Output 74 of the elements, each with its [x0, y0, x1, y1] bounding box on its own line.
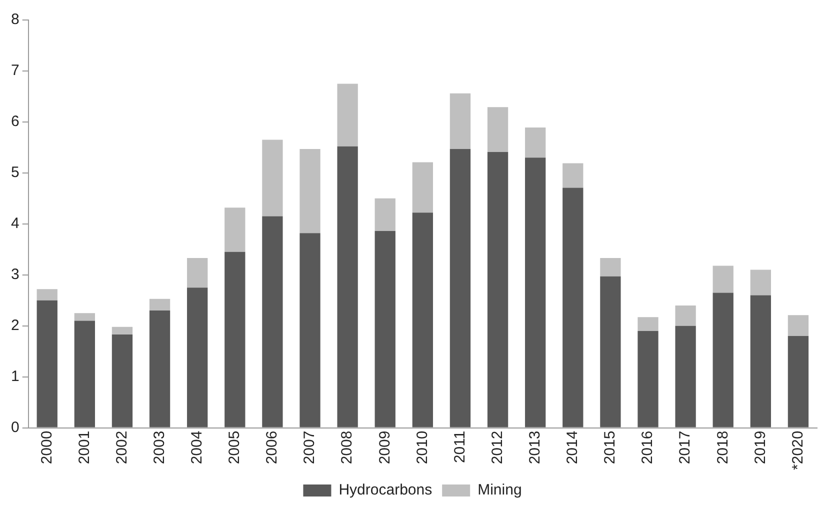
x-tick-label: 2007 — [301, 430, 318, 464]
bar — [262, 216, 283, 428]
x-tick-label: 2003 — [150, 430, 168, 464]
x-tick-label: 2012 — [488, 430, 506, 464]
bar — [337, 146, 358, 428]
bar — [412, 212, 433, 428]
x-tick-label: 2008 — [338, 430, 356, 464]
bar — [600, 258, 621, 276]
y-tick-label: 7 — [11, 62, 20, 80]
bar — [374, 231, 396, 428]
bar — [675, 305, 696, 326]
y-tick-label: 0 — [11, 418, 20, 436]
bar — [638, 330, 658, 428]
bar — [750, 270, 771, 296]
bar — [487, 107, 508, 152]
bar — [74, 320, 96, 428]
bar — [374, 198, 396, 232]
bar — [412, 162, 433, 213]
bar — [788, 315, 809, 336]
y-tick-label: 1 — [11, 368, 20, 385]
legend-label: Mining — [478, 482, 522, 499]
bar — [337, 84, 358, 146]
bar — [638, 317, 658, 331]
x-tick-label: 2017 — [676, 430, 694, 464]
y-tick-label: 6 — [11, 113, 20, 130]
bar — [224, 208, 246, 252]
bar — [712, 292, 734, 428]
bar — [450, 93, 471, 149]
bar — [525, 128, 546, 158]
x-tick-label: 2006 — [264, 430, 281, 464]
y-tick-label: 5 — [11, 164, 20, 182]
bar — [750, 295, 771, 428]
x-tick-label: 2009 — [376, 430, 394, 464]
x-tick-label: 2011 — [451, 430, 468, 464]
bar — [675, 326, 696, 428]
bar — [187, 288, 208, 428]
bar — [562, 163, 584, 188]
bar — [187, 258, 208, 288]
bar — [300, 148, 320, 234]
bar — [112, 334, 133, 428]
bar — [525, 158, 546, 428]
bar — [788, 336, 809, 428]
x-tick-label: 2018 — [714, 430, 732, 464]
x-tick-label: 2014 — [564, 430, 582, 464]
bar — [149, 310, 170, 428]
bar — [74, 313, 96, 321]
bar — [36, 300, 58, 428]
bar — [562, 188, 584, 428]
y-tick-label: 4 — [11, 215, 20, 232]
x-tick-label: 2002 — [113, 430, 130, 464]
bar — [712, 266, 734, 293]
bar — [487, 152, 508, 428]
legend-label: Hydrocarbons — [338, 482, 432, 499]
bar — [149, 298, 170, 311]
x-tick-label: 2015 — [602, 430, 619, 464]
y-tick-label: 2 — [11, 316, 20, 334]
y-tick-label: 3 — [11, 266, 20, 284]
x-tick-label: 2010 — [414, 430, 431, 464]
x-tick-label: 2004 — [188, 430, 206, 464]
x-tick-label: 2016 — [639, 430, 656, 464]
bar — [36, 289, 58, 300]
x-tick-label: 2000 — [38, 430, 56, 464]
y-tick-label: 8 — [11, 11, 20, 28]
bar — [262, 140, 283, 216]
x-tick-label: 2013 — [526, 430, 544, 464]
x-tick-label: 2001 — [76, 430, 93, 464]
bar — [224, 252, 246, 428]
bar — [600, 276, 621, 428]
bar — [450, 148, 471, 428]
x-tick-label: 2005 — [226, 430, 244, 464]
bar — [300, 233, 320, 428]
bar — [112, 326, 133, 335]
x-tick-label: *2020 — [789, 430, 806, 470]
x-tick-label: 2019 — [752, 430, 769, 464]
